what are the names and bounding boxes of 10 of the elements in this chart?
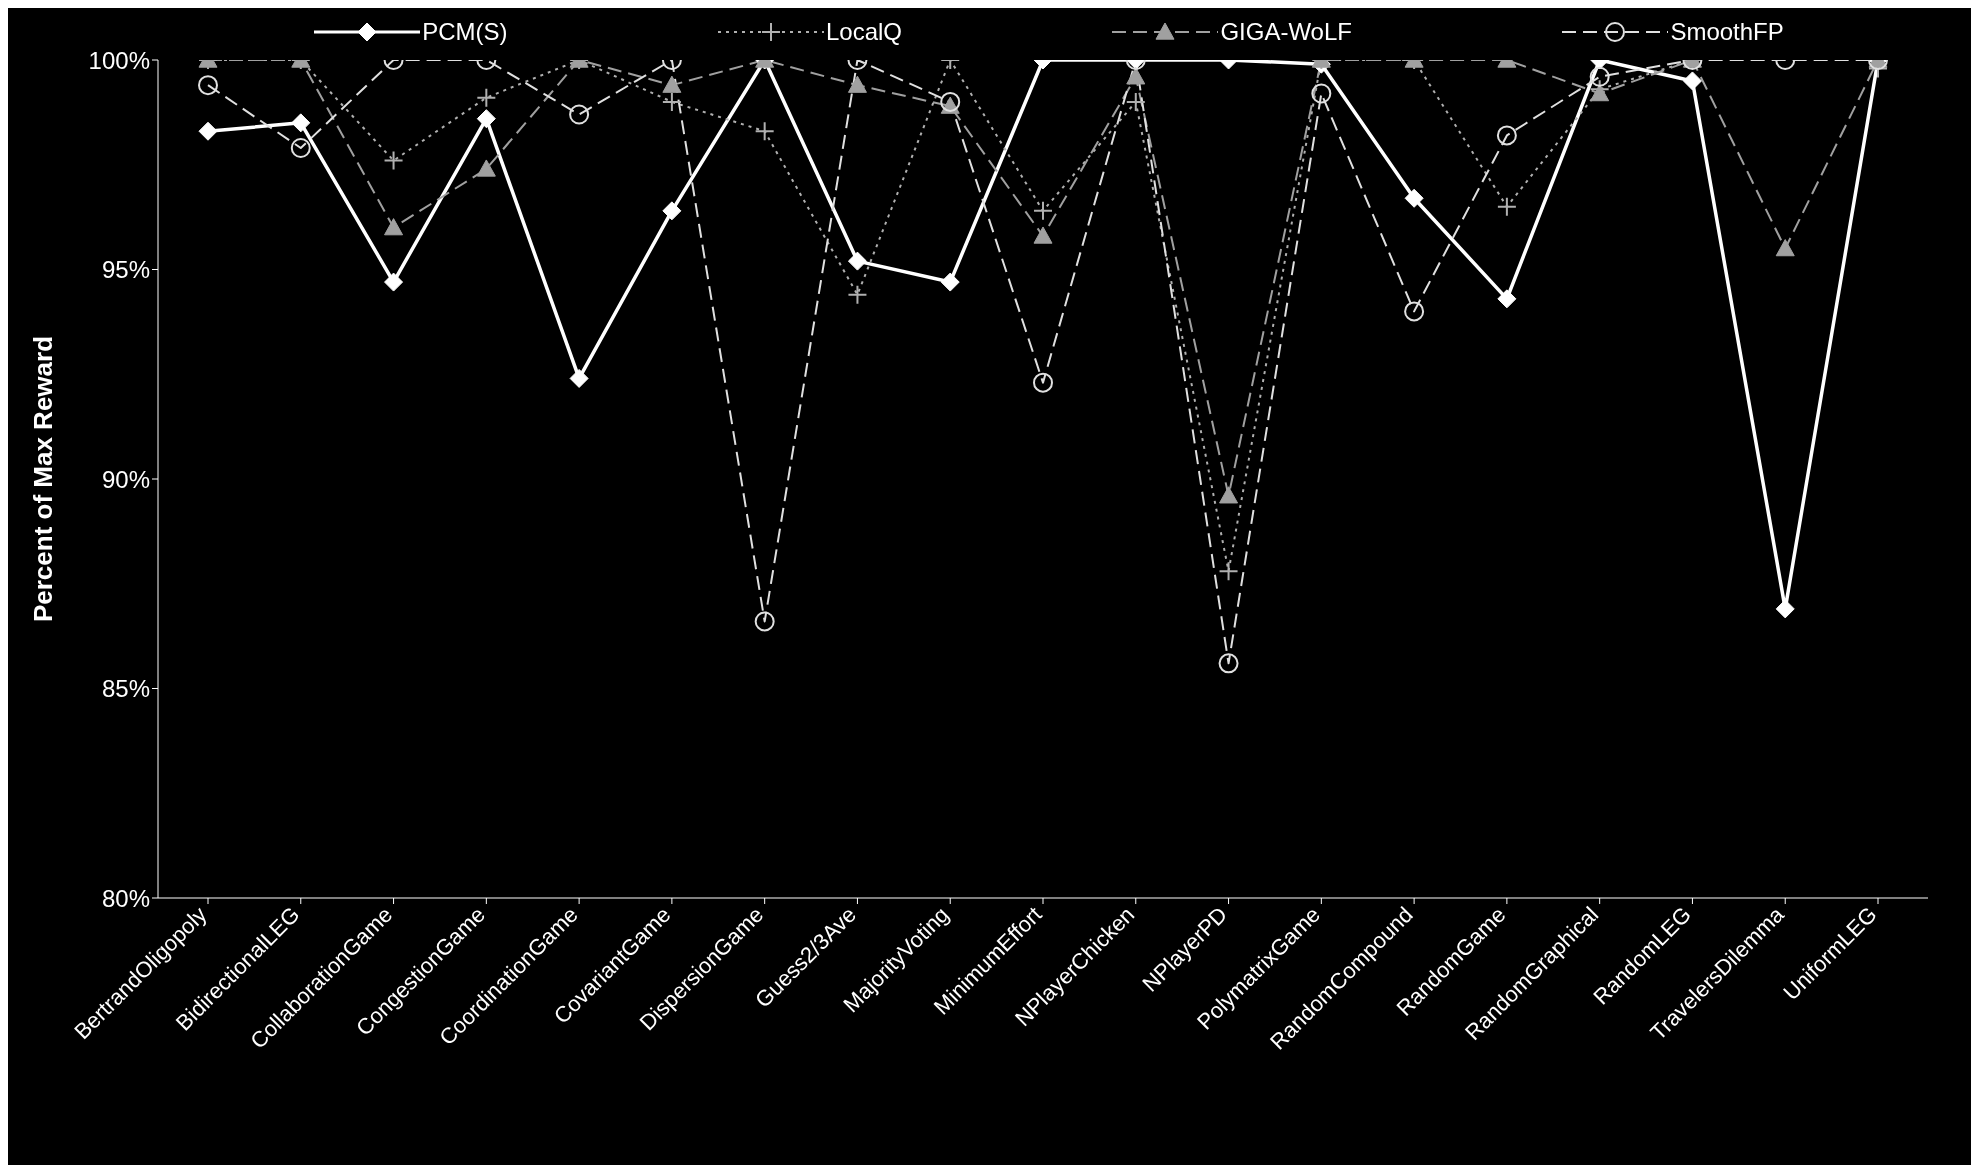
legend-label: PCM(S): [422, 18, 508, 46]
legend-label: SmoothFP: [1670, 18, 1784, 46]
legend-label: GIGA-WoLF: [1220, 18, 1352, 46]
y-tick-label: 95%: [101, 256, 150, 284]
y-axis-title: Percent of Max Reward: [28, 335, 59, 623]
y-tick-label: 100%: [88, 46, 150, 74]
y-tick-label: 80%: [101, 884, 150, 912]
y-tick-label: 90%: [101, 465, 150, 493]
y-tick-label: 85%: [101, 675, 150, 703]
legend-label: LocalQ: [825, 18, 902, 46]
